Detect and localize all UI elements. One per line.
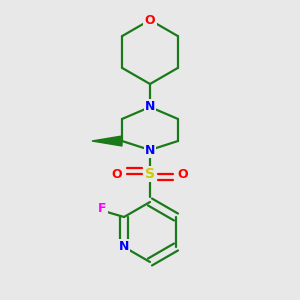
Text: N: N	[119, 241, 129, 254]
Text: S: S	[145, 167, 155, 181]
Text: F: F	[98, 202, 106, 215]
Text: N: N	[145, 143, 155, 157]
Text: O: O	[145, 14, 155, 26]
Text: N: N	[145, 100, 155, 113]
Text: O: O	[178, 167, 188, 181]
Text: O: O	[112, 167, 122, 181]
Polygon shape	[92, 136, 122, 146]
